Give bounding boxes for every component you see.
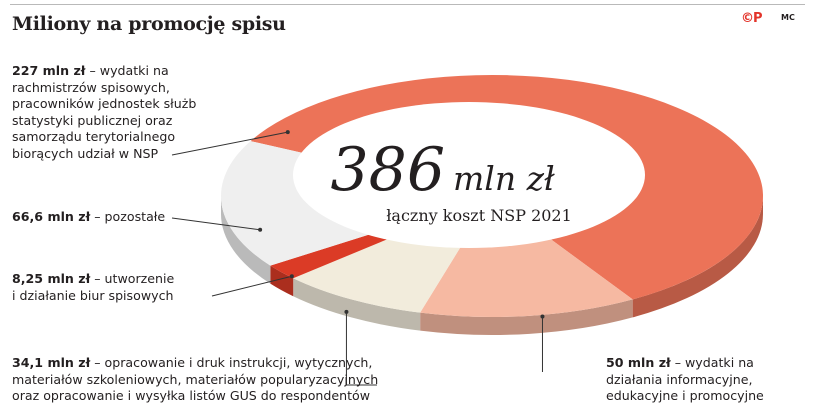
- leader-dot-3: [289, 274, 294, 279]
- slice-side-0: [632, 196, 763, 318]
- slice-value: 227 mln zł: [12, 63, 86, 78]
- slice-label-line: działania informacyjne,: [606, 371, 753, 387]
- slice-label-line: samorządu terytorialnego: [12, 129, 176, 145]
- slice-label-line: edukacyjne i promocyjne: [606, 388, 764, 404]
- total-caption: łączny koszt NSP 2021: [386, 206, 572, 225]
- leader-line-2: [345, 311, 377, 386]
- leader-line-3: [211, 275, 292, 297]
- slice-desc: – wydatki na: [670, 355, 754, 370]
- chart-title: Miliony na promocję spisu: [12, 13, 286, 35]
- leader-line-4: [171, 217, 261, 231]
- slice-side-3: [270, 265, 294, 297]
- leader-line-0: [171, 131, 288, 156]
- donut-sides: [221, 196, 763, 335]
- leader-dot-2: [344, 309, 349, 314]
- slice-label-line: 8,25 mln zł – utworzenie: [12, 271, 174, 288]
- slice-side-2: [293, 278, 421, 331]
- total-unit: mln zł: [453, 159, 555, 198]
- slice-desc: – pozostałe: [90, 209, 166, 224]
- slice-label-1: 50 mln zł – wydatki na działania informac…: [606, 355, 764, 405]
- leader-lines: [171, 130, 545, 386]
- slice-desc: – wydatki na: [85, 63, 169, 78]
- slice-side-4: [221, 196, 271, 284]
- slice-label-line: 227 mln zł – wydatki na: [12, 63, 196, 80]
- slice-label-line: oraz opracowanie i wysyłka listów GUS do…: [12, 388, 371, 404]
- donut-hole: [293, 102, 645, 248]
- slice-label-line: i działanie biur spisowych: [12, 287, 174, 303]
- publisher-logo: ©P: [741, 11, 763, 26]
- slice-label-line: 34,1 mln zł – opracowanie i druk instruk…: [12, 355, 378, 372]
- total-value: 386: [330, 135, 445, 205]
- slice-value: 66,6 mln zł: [12, 209, 91, 224]
- slice-label-line: 66,6 mln zł – pozostałe: [12, 209, 165, 226]
- slice-value: 34,1 mln zł: [12, 355, 91, 370]
- slice-label-line: biorących udział w NSP: [12, 145, 159, 161]
- slice-label-0: 227 mln zł – wydatki na rachmistrzów spis…: [12, 63, 196, 163]
- author-credit: MC: [781, 13, 795, 22]
- slice-label-2: 34,1 mln zł – opracowanie i druk instruk…: [12, 355, 378, 405]
- slice-value: 50 mln zł: [606, 355, 671, 370]
- slice-side-1: [420, 299, 633, 335]
- slice-label-line: statystyki publicznej oraz: [12, 112, 173, 128]
- slice-label-4: 66,6 mln zł – pozostałe: [12, 209, 165, 226]
- leader-dot-0: [285, 130, 290, 135]
- slice-desc: – utworzenie: [90, 271, 175, 286]
- slice-label-line: pracowników jednostek służb: [12, 96, 197, 112]
- slice-value: 8,25 mln zł: [12, 271, 91, 286]
- slice-1: [420, 196, 633, 317]
- slice-label-line: materiałów szkoleniowych, materiałów pop…: [12, 371, 379, 387]
- leader-dot-4: [258, 227, 263, 232]
- slice-desc: – opracowanie i druk instrukcji, wytyczn…: [90, 355, 373, 370]
- slice-label-line: rachmistrzów spisowych,: [12, 79, 170, 95]
- slice-label-3: 8,25 mln zł – utworzenie i działanie biur…: [12, 271, 174, 304]
- top-rule: [10, 4, 805, 5]
- leader-dot-1: [540, 314, 545, 319]
- slice-label-line: 50 mln zł – wydatki na: [606, 355, 764, 372]
